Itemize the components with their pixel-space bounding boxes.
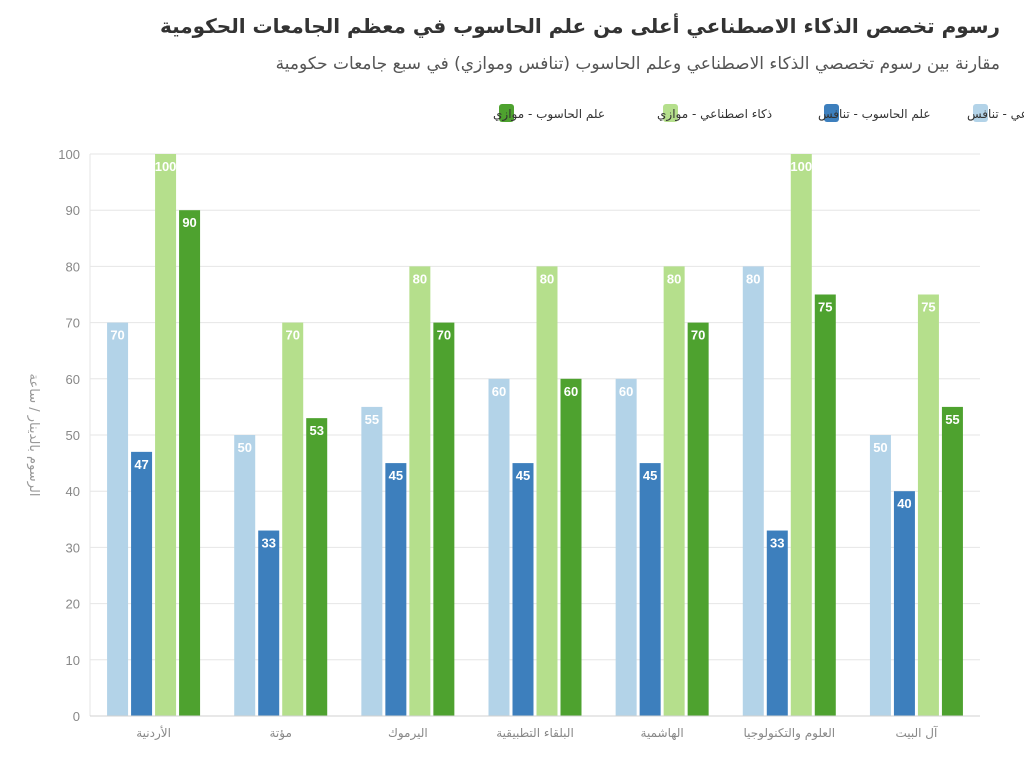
bar-value-label: 60: [619, 384, 633, 399]
bar-value-label: 53: [309, 423, 323, 438]
bar: [917, 294, 939, 716]
bar: [893, 491, 915, 716]
x-tick-label: العلوم والتكنولوجيا: [743, 726, 835, 741]
bar-value-label: 60: [564, 384, 578, 399]
bar: [385, 463, 407, 716]
bar: [560, 378, 582, 716]
legend-label: ذكاء اصطناعي - موازي: [657, 107, 772, 122]
y-tick-label: 20: [66, 597, 80, 612]
bar-value-label: 70: [691, 328, 705, 343]
x-tick-label: البلقاء التطبيقية: [496, 726, 574, 740]
bar-value-label: 70: [285, 328, 299, 343]
bar-value-label: 70: [437, 328, 451, 343]
legend-swatch: [499, 104, 514, 122]
x-tick-label: مؤتة: [270, 726, 292, 741]
bar: [814, 294, 836, 716]
x-tick-label: الهاشمية: [641, 726, 684, 740]
x-tick-label: اليرموك: [388, 726, 428, 741]
chart-subtitle: مقارنة بين رسوم تخصصي الذكاء الاصطناعي و…: [275, 54, 1000, 74]
bar: [361, 406, 383, 716]
bar-value-label: 75: [818, 300, 832, 315]
legend-swatch: [824, 104, 839, 122]
bar-value-label: 47: [134, 457, 148, 472]
bar: [306, 418, 328, 716]
chart-title: رسوم تخصص الذكاء الاصطناعي أعلى من علم ا…: [159, 14, 1000, 38]
bar: [766, 530, 788, 716]
bar: [742, 266, 764, 716]
bar: [155, 154, 177, 716]
bar: [433, 322, 455, 716]
legend-label: علم الحاسوب - تنافس: [818, 107, 931, 122]
grid-lines: [89, 153, 980, 717]
bar: [488, 378, 510, 716]
legend-label: ذكاء اصطناعي - تنافس: [967, 107, 1024, 122]
bar-value-label: 100: [155, 159, 177, 174]
y-tick-label: 70: [66, 316, 80, 331]
y-tick-label: 40: [66, 484, 80, 499]
y-tick-label: 10: [66, 653, 80, 668]
bar: [869, 435, 891, 716]
bar-value-label: 75: [921, 300, 935, 315]
bar: [663, 266, 685, 716]
legend-label: علم الحاسوب - موازي: [493, 107, 605, 122]
y-tick-label: 60: [66, 372, 80, 387]
bar: [790, 154, 812, 716]
bar-value-label: 80: [413, 271, 427, 286]
bar-value-label: 90: [182, 215, 196, 230]
bar-value-label: 70: [110, 328, 124, 343]
bars: [107, 154, 963, 716]
bar: [234, 435, 256, 716]
bar-value-label: 80: [540, 271, 554, 286]
bar-value-label: 50: [873, 440, 887, 455]
legend: ذكاء اصطناعي - تنافس علم الحاسوب - تنافس ذ…: [493, 104, 1024, 122]
bar-value-label: 80: [667, 271, 681, 286]
bar: [687, 322, 709, 716]
bar-value-label: 80: [746, 271, 760, 286]
bar-value-label: 45: [389, 468, 403, 483]
bar: [512, 463, 534, 716]
legend-swatch: [663, 104, 678, 122]
bar-value-label: 60: [492, 384, 506, 399]
axes: 0 10 20 30 40 50 60 70 80 90 100 الأردنية مؤتة اليرمو…: [58, 147, 980, 741]
bar-labels: 70 47 100 90 50 33 70 53 55 45 80 70 60 45 80 60 60 45 80 7…: [110, 159, 959, 551]
bar-value-label: 50: [237, 440, 251, 455]
bar: [615, 378, 637, 716]
bar-value-label: 33: [261, 536, 275, 551]
bar: [107, 322, 129, 716]
y-axis-label: الرسوم بالدينار / ساعة: [26, 374, 41, 497]
bar: [282, 322, 304, 716]
bar: [258, 530, 280, 716]
y-tick-label: 0: [73, 709, 80, 724]
bar: [409, 266, 431, 716]
x-tick-label: آل البيت: [895, 725, 938, 740]
x-tick-label: الأردنية: [136, 725, 171, 741]
bar-value-label: 33: [770, 536, 784, 551]
legend-swatch: [973, 104, 988, 122]
bar: [131, 451, 153, 716]
bar: [941, 406, 963, 716]
bar-value-label: 40: [897, 496, 911, 511]
bar-value-label: 100: [790, 159, 812, 174]
y-tick-label: 90: [66, 203, 80, 218]
y-tick-label: 50: [66, 428, 80, 443]
bar: [536, 266, 558, 716]
y-tick-label: 30: [66, 540, 80, 555]
y-tick-label: 100: [58, 147, 80, 162]
bar-value-label: 55: [945, 412, 959, 427]
bar-value-label: 55: [365, 412, 379, 427]
y-tick-label: 80: [66, 259, 80, 274]
bar: [639, 463, 661, 716]
bar: [179, 210, 201, 716]
bar-value-label: 45: [643, 468, 657, 483]
bar-value-label: 45: [516, 468, 530, 483]
